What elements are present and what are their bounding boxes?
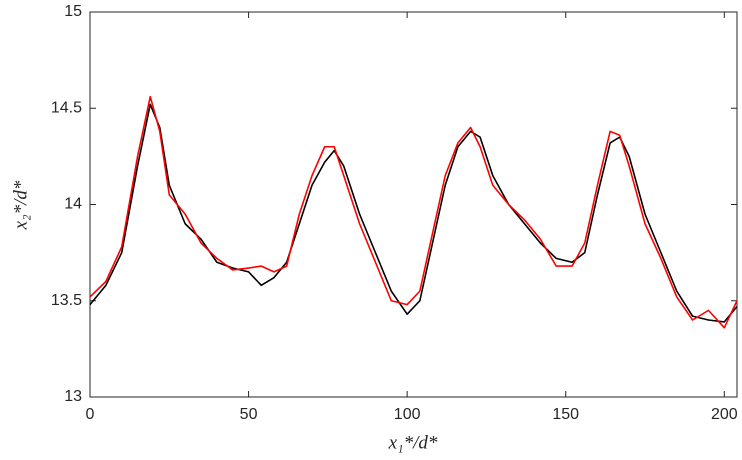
y-axis-label: x₂*/d* (10, 180, 31, 230)
x-tick-label: 200 (711, 406, 738, 423)
y-tick-label: 13 (64, 388, 82, 405)
x-tick-label: 100 (394, 406, 421, 423)
y-tick-label: 14 (64, 196, 82, 213)
y-tick-label: 15 (64, 3, 82, 20)
x-tick-label: 0 (86, 406, 95, 423)
x-tick-label: 50 (240, 406, 258, 423)
plot-area (89, 11, 738, 398)
series-line (89, 95, 738, 329)
x-tick-label: 150 (552, 406, 579, 423)
y-tick-label: 13.5 (51, 292, 82, 309)
x-axis-label: x₁*/d* (388, 432, 438, 453)
y-tick-label: 14.5 (51, 99, 82, 116)
